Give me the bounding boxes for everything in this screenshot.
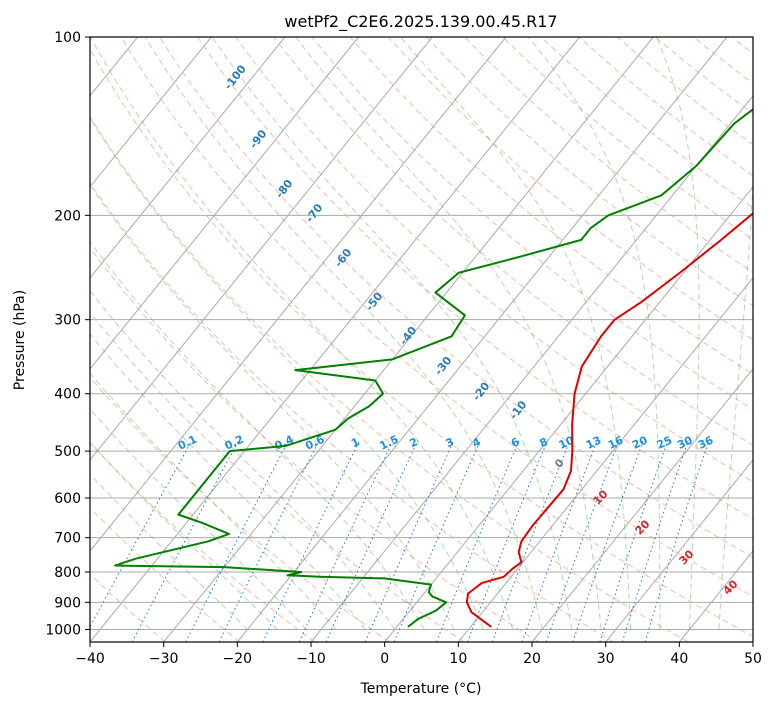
isotherm-line [163, 37, 654, 642]
x-tick-label: −30 [149, 651, 179, 667]
mixing-ratio-line [435, 440, 520, 642]
x-axis: −40 −30 −20 −10 0 10 20 30 40 50 [75, 642, 762, 667]
moist-adiabat-line [90, 333, 366, 630]
temperature-profile-line [465, 212, 753, 628]
isotherm-line [236, 37, 728, 642]
plot-frame [89, 36, 754, 643]
y-axis-label: Pressure (hPa) [12, 290, 28, 390]
isotherm-line [605, 459, 753, 642]
moist-adiabat-line [144, 37, 543, 630]
isotherm-line [90, 37, 581, 642]
y-tick-label: 900 [54, 595, 81, 611]
x-tick-label: 50 [744, 651, 762, 667]
mixing-ratio-label: 30 [675, 433, 695, 451]
mixing-ratio-line [621, 440, 689, 642]
mixing-ratio-line [545, 440, 620, 642]
x-tick-label: −40 [75, 651, 105, 667]
moist-adiabat-line [211, 37, 573, 630]
isotherm-line [90, 37, 360, 370]
moist-adiabat-line [400, 37, 632, 630]
x-tick-label: 0 [380, 651, 389, 667]
moist-adiabat-line [90, 117, 484, 630]
dry-adiabat-line [387, 37, 753, 341]
isotherm-line [90, 37, 507, 552]
x-tick-label: −10 [296, 651, 326, 667]
dry-adiabat-line [90, 115, 689, 642]
isotherm-line [90, 37, 286, 279]
y-tick-label: 1000 [45, 622, 81, 638]
mixing-ratio-label: 20 [630, 433, 650, 451]
y-tick-label: 400 [54, 387, 81, 403]
mixing-ratio-line [218, 440, 320, 642]
moist-adiabat-line [90, 372, 337, 630]
mixing-ratio-line [90, 440, 193, 628]
mixing-ratio-line [521, 440, 598, 642]
mixing-ratio-line [131, 440, 239, 642]
isotherm-line [531, 368, 753, 642]
mixing-ratio-line [185, 440, 289, 642]
y-tick-label: 600 [54, 491, 81, 507]
mixing-ratio-label: 36 [696, 433, 716, 451]
mixing-ratio-label: 13 [584, 434, 603, 452]
moist-adiabat-line [90, 473, 248, 630]
y-tick-label: 500 [54, 444, 81, 460]
x-tick-label: 40 [670, 651, 688, 667]
isotherm-line [384, 186, 753, 642]
y-axis: 100 200 300 400 500 600 700 800 900 1000 [45, 30, 90, 638]
moist-adiabat-line [90, 37, 514, 630]
x-tick-label: 10 [449, 651, 467, 667]
isotherm-line [90, 37, 433, 461]
x-axis-label: Temperature (°C) [360, 681, 482, 697]
dry-adiabat-line [90, 573, 166, 642]
moist-adiabat-line [90, 240, 425, 630]
mixing-ratio-line [572, 440, 644, 642]
isotherm-line [310, 95, 753, 642]
isotherm-line [457, 277, 753, 642]
mixing-ratio-line [644, 440, 710, 642]
moist-adiabat-line [90, 290, 396, 630]
dry-adiabat-line [311, 37, 753, 410]
y-tick-label: 700 [54, 531, 81, 547]
y-tick-label: 100 [54, 30, 81, 46]
dry-adiabat-line [90, 311, 465, 642]
y-tick-label: 800 [54, 565, 81, 581]
dry-adiabat-line [349, 37, 753, 375]
dewpoint-profile-line [114, 108, 753, 628]
x-tick-label: −20 [223, 651, 253, 667]
moist-adiabat-line [718, 37, 753, 630]
mixing-ratio-label: 16 [606, 433, 626, 451]
x-tick-label: 30 [597, 651, 615, 667]
mixing-ratio-line [599, 440, 669, 642]
mixing-ratio-label: 25 [655, 434, 674, 452]
chart-title: wetPf2_C2E6.2025.139.00.45.R17 [284, 12, 557, 32]
moist-adiabat-line [295, 37, 602, 630]
x-tick-label: 20 [523, 651, 541, 667]
moist-adiabat-line [655, 37, 700, 630]
y-tick-label: 200 [54, 208, 81, 224]
y-tick-label: 300 [54, 313, 81, 329]
isotherm-line [90, 37, 212, 188]
dry-adiabat-line [90, 376, 390, 642]
mixing-ratio-line [262, 440, 360, 642]
dry-adiabat-line [90, 181, 614, 642]
moist-adiabat-line [527, 37, 661, 630]
